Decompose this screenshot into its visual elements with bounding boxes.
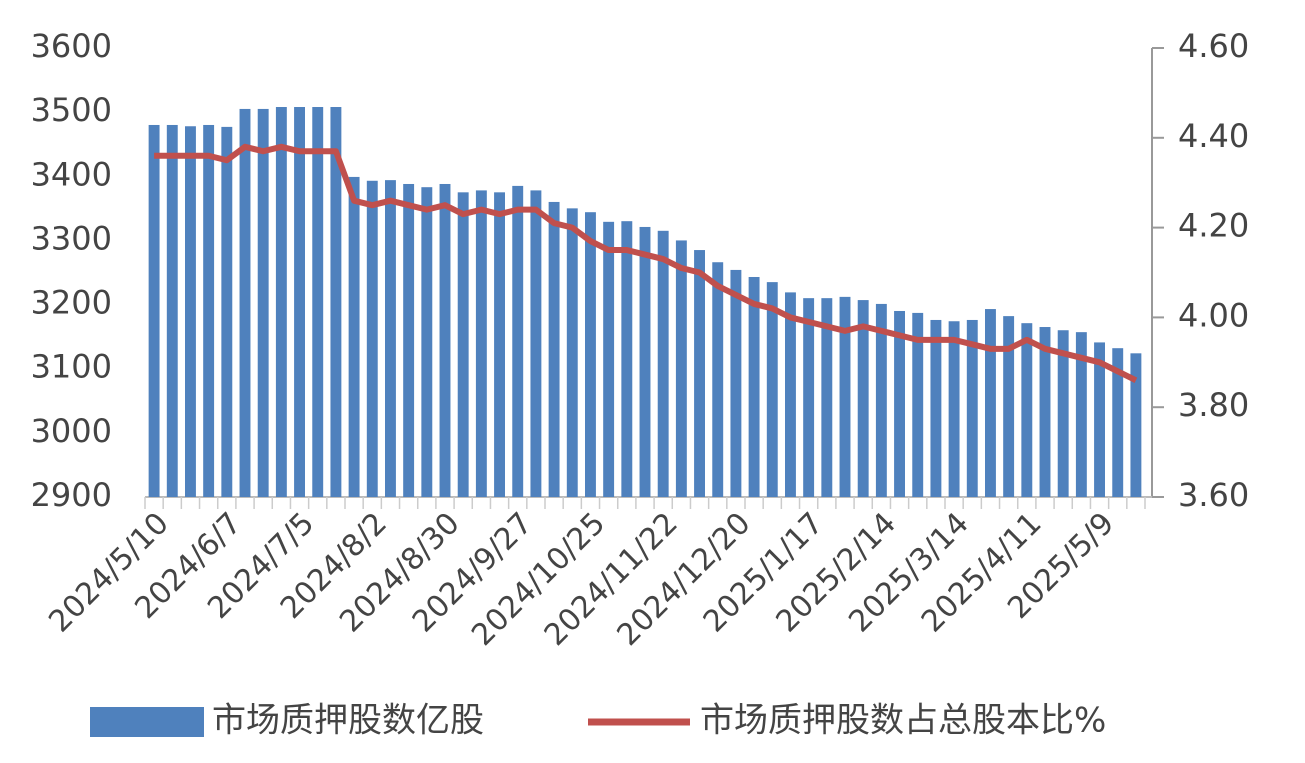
bar	[1039, 327, 1051, 497]
bar	[712, 262, 724, 497]
bar	[457, 192, 469, 498]
bar	[239, 108, 251, 497]
bar	[948, 321, 960, 497]
bar	[1057, 330, 1069, 497]
legend-label: 市场质押股数亿股	[212, 701, 484, 741]
bar	[421, 187, 433, 497]
y-tick-label: 3600	[31, 27, 112, 65]
bar	[166, 124, 178, 497]
bar	[821, 298, 833, 497]
bar	[475, 190, 487, 497]
bar	[385, 180, 396, 498]
y2-tick-label: 3.60	[1178, 476, 1249, 514]
bar	[530, 190, 542, 497]
y-tick-label: 3200	[31, 284, 112, 322]
bar	[366, 180, 378, 498]
bar	[1130, 353, 1142, 497]
bar	[730, 269, 742, 497]
bar	[348, 176, 360, 498]
bar	[566, 208, 578, 497]
bar	[621, 221, 633, 497]
bar	[603, 221, 615, 497]
bar	[257, 108, 269, 497]
bar	[494, 192, 505, 498]
bar	[439, 183, 451, 498]
bar	[766, 282, 778, 497]
y2-tick-label: 4.20	[1178, 207, 1249, 245]
y-tick-label: 3300	[31, 219, 112, 257]
bar	[839, 296, 851, 497]
bar	[148, 124, 160, 497]
y-tick-label: 2900	[31, 476, 112, 514]
bar	[294, 107, 305, 498]
y-tick-label: 3500	[31, 91, 112, 129]
line	[154, 143, 1138, 383]
legend-label: 市场质押股数占总股本比%	[700, 701, 1106, 741]
bar	[1021, 323, 1033, 497]
y-tick-label: 3400	[31, 155, 112, 193]
bar	[512, 185, 524, 497]
bar	[1094, 342, 1105, 497]
bar	[330, 107, 342, 498]
bar	[857, 300, 869, 497]
bar	[875, 303, 887, 497]
bar	[203, 124, 215, 497]
bar	[1003, 316, 1015, 497]
bar	[966, 319, 978, 497]
y2-tick-label: 4.60	[1178, 27, 1249, 65]
y-tick-label: 3000	[31, 412, 112, 450]
bar	[657, 230, 669, 498]
bar	[894, 310, 905, 497]
bar	[803, 298, 815, 497]
bar	[548, 201, 560, 497]
y2-tick-label: 4.00	[1178, 296, 1249, 334]
bar	[1112, 348, 1124, 497]
bar	[912, 312, 924, 497]
bar	[403, 183, 415, 498]
bar	[221, 126, 233, 497]
bar	[694, 250, 705, 497]
bar	[275, 107, 287, 498]
y2-tick-label: 4.40	[1178, 117, 1249, 155]
y2-tick-label: 3.80	[1178, 386, 1249, 424]
bar	[312, 107, 324, 498]
bar	[985, 309, 996, 497]
bar	[785, 292, 796, 497]
bar	[585, 212, 596, 497]
bar	[675, 240, 687, 497]
bar	[748, 276, 760, 497]
bar	[930, 319, 942, 497]
legend-swatch	[90, 707, 204, 737]
bar	[639, 226, 651, 498]
bar	[1075, 332, 1087, 497]
bar	[185, 126, 196, 498]
y-tick-label: 3100	[31, 348, 112, 386]
